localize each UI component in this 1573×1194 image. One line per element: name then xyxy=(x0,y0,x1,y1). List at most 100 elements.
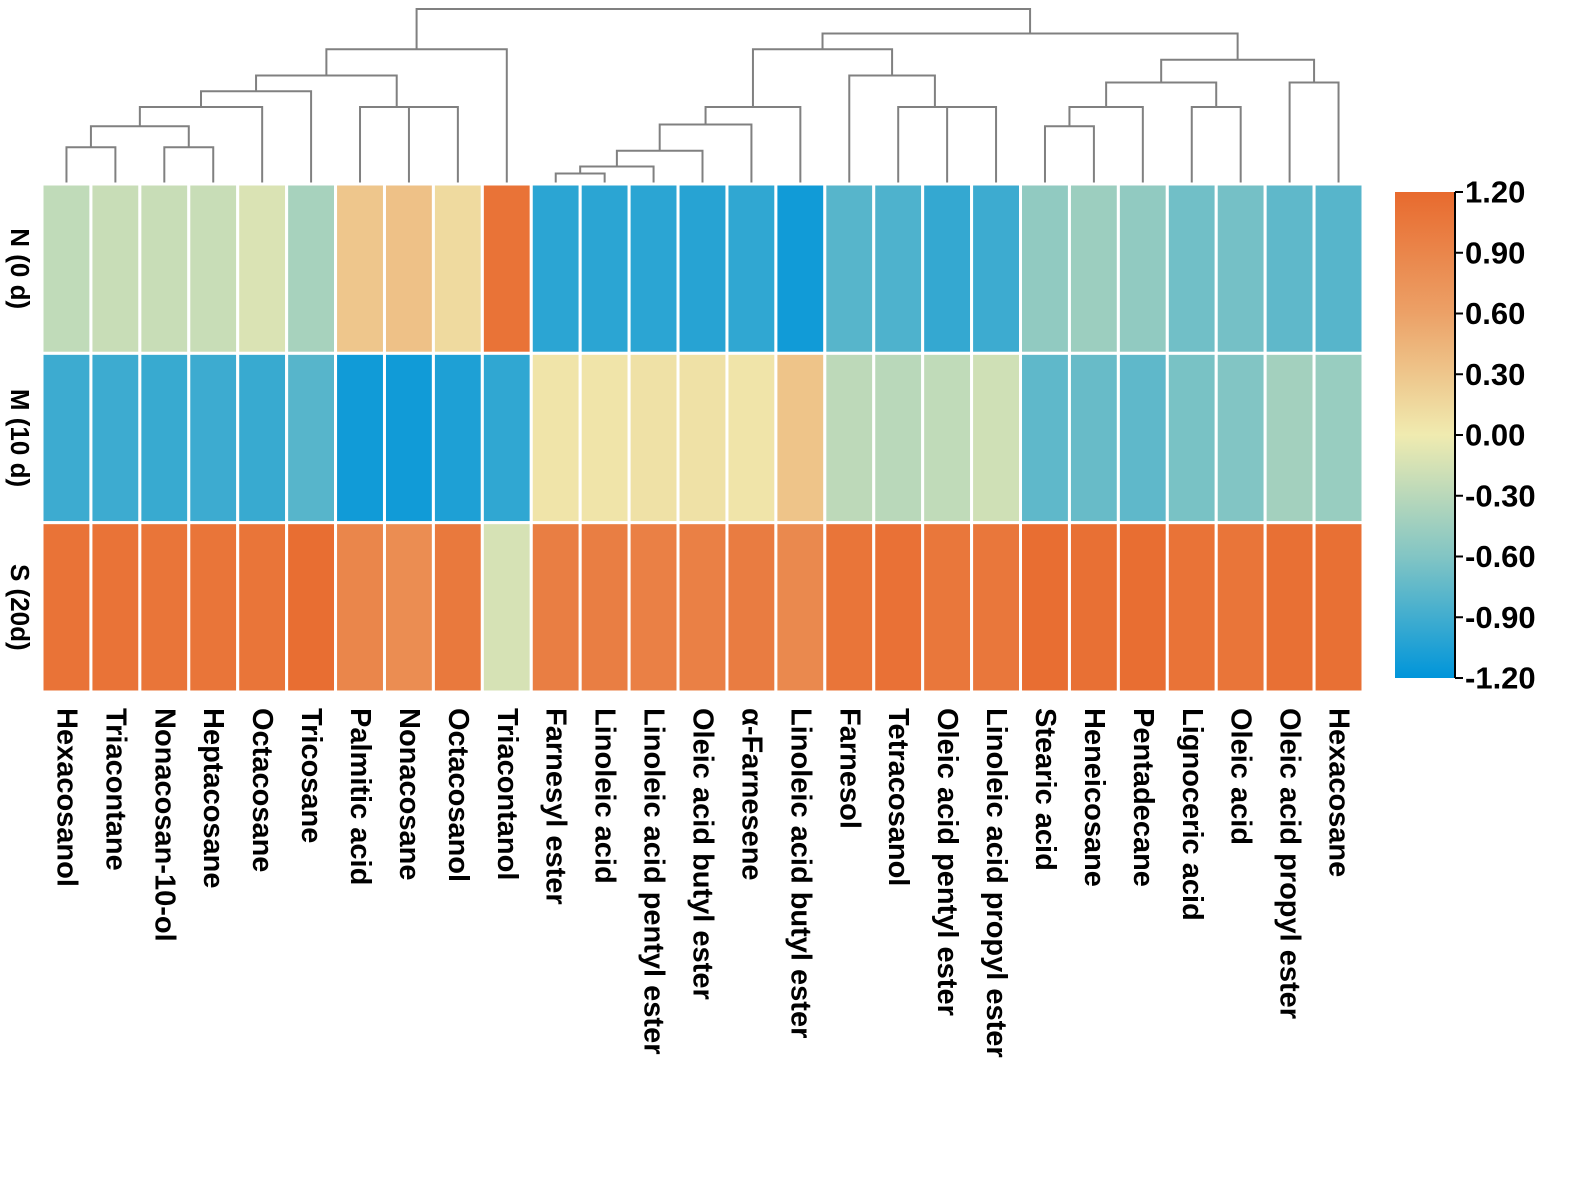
heatmap-cell xyxy=(1312,351,1365,525)
color-scale-tick-label: -0.60 xyxy=(1465,539,1536,574)
column-labels: Hexacosanol Triacontane Nonacosan-10-ol Hep… xyxy=(50,708,1354,1058)
heatmap-cell xyxy=(431,351,484,525)
heatmap-cell xyxy=(872,521,925,694)
heatmap-cell xyxy=(480,351,533,525)
color-scale-tick-label: 0.90 xyxy=(1465,235,1525,270)
heatmap-cell xyxy=(774,351,827,525)
heatmap-cell xyxy=(40,521,93,694)
heatmap-cell xyxy=(480,521,533,694)
dendrogram-branch xyxy=(359,106,434,184)
dendrogram-branch xyxy=(1105,81,1218,107)
color-scale-tick-label: 0.00 xyxy=(1465,418,1525,453)
color-scale-tick-label: 1.20 xyxy=(1465,175,1525,210)
column-label: Stearic acid xyxy=(1029,708,1061,871)
color-scale-tick-label: 0.60 xyxy=(1465,296,1525,331)
heatmap-cell xyxy=(334,351,386,525)
heatmap-cell xyxy=(1214,521,1267,694)
column-dendrogram xyxy=(65,8,1340,184)
heatmap-cell xyxy=(1263,351,1316,525)
column-label: Farnesyl ester xyxy=(540,708,572,905)
column-label: Nonacosane xyxy=(393,708,425,880)
heatmap-cell xyxy=(529,182,582,355)
column-label: Linoleic acid xyxy=(589,708,621,884)
heatmap-cell xyxy=(970,521,1023,694)
heatmap-cell xyxy=(187,521,240,694)
color-scale-tick-label: 0.30 xyxy=(1465,357,1525,392)
heatmap-cell xyxy=(1067,351,1120,525)
dendrogram-branch xyxy=(554,172,606,184)
heatmap-cell xyxy=(285,521,338,694)
dendrogram-branch xyxy=(1288,81,1340,184)
heatmap-cells xyxy=(40,182,1365,694)
heatmap-cell xyxy=(1263,182,1316,355)
heatmap-cell xyxy=(921,521,974,694)
column-label: Heneicosane xyxy=(1078,708,1110,887)
heatmap-cell xyxy=(480,182,533,355)
column-label: Tricosane xyxy=(295,708,327,843)
heatmap-cell xyxy=(40,351,93,525)
column-label: Nonacosan-10-ol xyxy=(148,708,180,942)
dendrogram-branch xyxy=(579,165,655,184)
column-label: Pentadecane xyxy=(1127,708,1159,887)
heatmap-cell xyxy=(236,521,289,694)
column-label: Hexacosanol xyxy=(50,708,82,887)
dendrogram-branch xyxy=(1160,58,1316,83)
heatmap-cell xyxy=(89,351,142,525)
heatmap-cell xyxy=(1312,182,1365,355)
heatmap-cell xyxy=(236,351,289,525)
column-label: Oleic acid xyxy=(1225,708,1257,845)
heatmap-cell xyxy=(578,182,631,355)
heatmap-cell xyxy=(1116,521,1169,694)
heatmap-cell xyxy=(1165,182,1218,355)
heatmap-cell xyxy=(872,182,925,355)
dendrogram-branch xyxy=(821,32,1239,60)
dendrogram-branch xyxy=(704,106,802,184)
dendrogram-branch xyxy=(1190,106,1242,184)
column-label: Hexacosane xyxy=(1323,708,1355,877)
heatmap-cell xyxy=(138,521,191,694)
dendrogram-branch xyxy=(946,106,998,184)
heatmap-cell xyxy=(627,182,680,355)
heatmap-cell xyxy=(187,182,240,355)
heatmap-cell xyxy=(89,521,142,694)
heatmap-cell xyxy=(1165,351,1218,525)
heatmap-cell xyxy=(1165,521,1218,694)
column-label: Tetracosanol xyxy=(882,708,914,886)
heatmap-cell xyxy=(921,351,974,525)
row-label: N (0 d) xyxy=(5,228,35,309)
column-label: Palmitic acid xyxy=(344,708,376,885)
heatmap-cell xyxy=(89,182,142,355)
heatmap-cell xyxy=(382,351,435,525)
heatmap-cell xyxy=(529,351,582,525)
column-label: Triacontanol xyxy=(491,708,523,880)
column-label: Oleic acid propyl ester xyxy=(1274,708,1306,1019)
column-label: Octacosane xyxy=(246,708,278,872)
heatmap-cell xyxy=(823,182,876,355)
column-label: Lignoceric acid xyxy=(1176,708,1208,921)
heatmap-cell xyxy=(334,521,386,694)
heatmap-cell xyxy=(529,521,582,694)
heatmap-cell xyxy=(676,351,729,525)
color-scale-tick-label: -0.30 xyxy=(1465,478,1536,513)
heatmap-cell xyxy=(627,351,680,525)
dendrogram-branch xyxy=(163,146,215,184)
heatmap-cell xyxy=(823,521,876,694)
heatmap-cell xyxy=(334,182,386,355)
heatmap-cell xyxy=(676,182,729,355)
heatmap-cell xyxy=(823,351,876,525)
heatmap-cell xyxy=(1019,351,1071,525)
heatmap-cell xyxy=(725,182,778,355)
row-labels: N (0 d) M (10 d) S (20d) xyxy=(5,228,35,650)
color-scale-tick-label: -1.20 xyxy=(1465,661,1536,696)
heatmap-cell xyxy=(187,351,240,525)
column-label: Heptacosane xyxy=(197,708,229,889)
dendrogram-branch xyxy=(897,106,972,184)
heatmap-cell xyxy=(138,351,191,525)
dendrogram-branch xyxy=(1068,106,1144,184)
row-label: M (10 d) xyxy=(5,389,35,487)
heatmap-cell xyxy=(921,182,974,355)
dendrogram-branch xyxy=(658,123,753,184)
row-label: S (20d) xyxy=(5,564,35,651)
column-label: Octacosanol xyxy=(442,708,474,882)
heatmap-cell xyxy=(382,182,435,355)
